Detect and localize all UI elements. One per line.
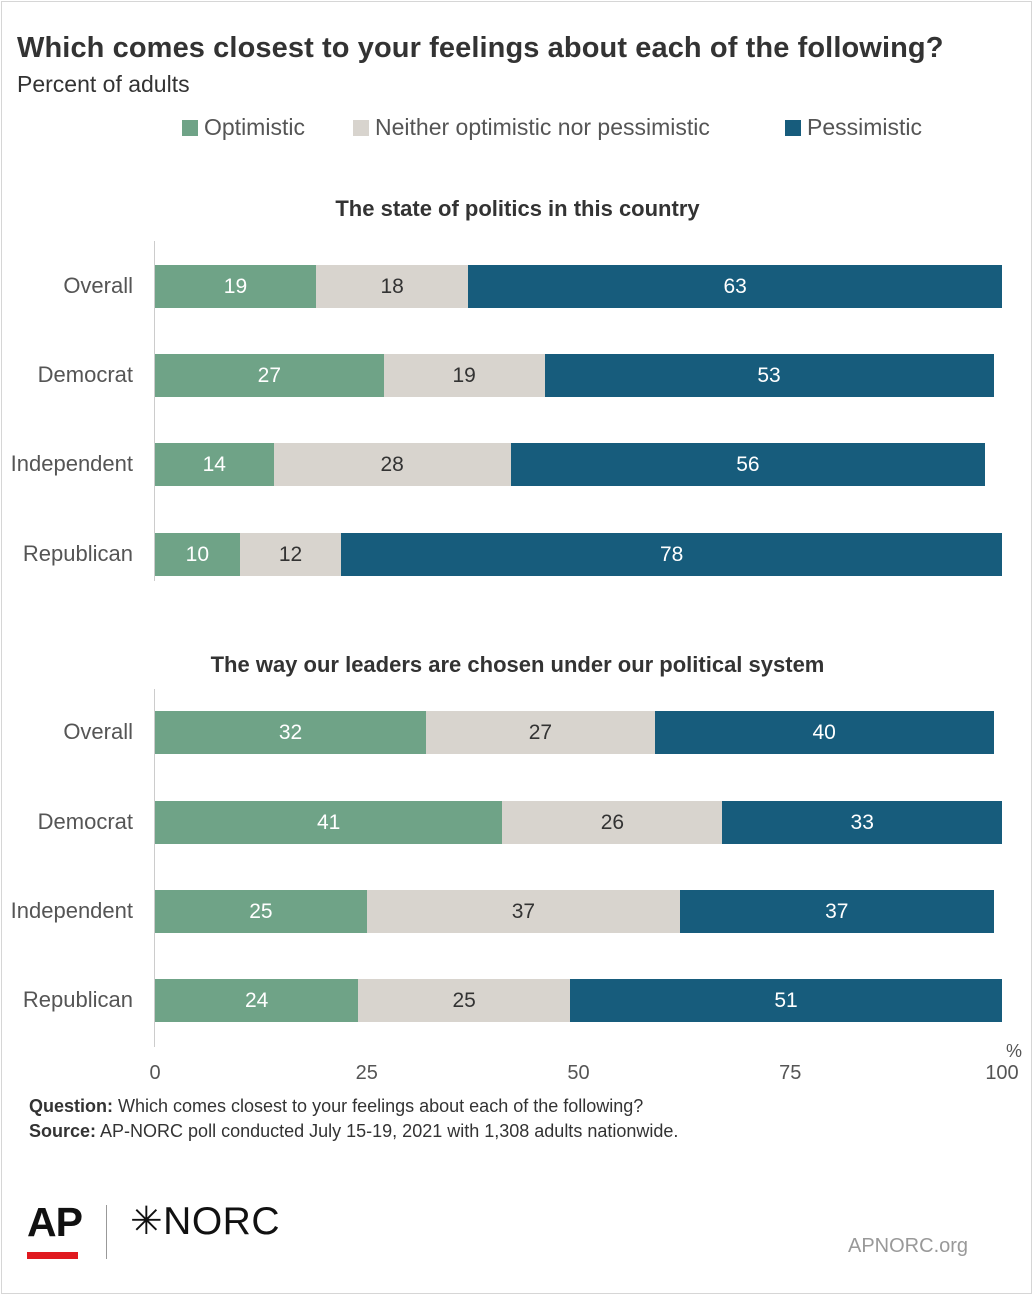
data-label: 51	[774, 988, 798, 1012]
data-label: 37	[825, 899, 849, 923]
legend-swatch-optimistic	[182, 119, 198, 136]
bar-segment-pessimistic: 51	[570, 979, 1002, 1022]
bar-segment-neither: 28	[273, 443, 511, 486]
data-label: 56	[736, 452, 760, 476]
x-tick-label: 50	[567, 1062, 590, 1084]
data-label: 19	[223, 274, 248, 298]
data-label: 40	[812, 720, 836, 744]
ap-logo-bar	[27, 1252, 78, 1259]
bar-segment-pessimistic: 33	[722, 801, 1002, 844]
bar-segment-optimistic: 24	[155, 979, 359, 1022]
row-label: Independent	[10, 451, 133, 476]
data-label: 32	[278, 720, 303, 744]
data-label: 27	[528, 720, 553, 744]
bar-segment-neither: 26	[502, 801, 723, 844]
source-note: Source: AP-NORC poll conducted July 15-1…	[29, 1121, 678, 1142]
data-label: 24	[244, 988, 269, 1012]
source-text: AP-NORC poll conducted July 15-19, 2021 …	[96, 1121, 679, 1141]
data-label: 53	[757, 363, 781, 387]
data-label: 33	[850, 810, 874, 834]
bar-segment-pessimistic: 40	[654, 711, 994, 754]
data-label: 63	[723, 274, 747, 298]
data-label: 25	[452, 988, 476, 1012]
legend-item-optimistic: Optimistic	[182, 114, 305, 141]
question-note: Question: Which comes closest to your fe…	[29, 1096, 643, 1117]
axis-baseline-panel-1	[154, 241, 155, 581]
bar-segment-pessimistic: 53	[544, 354, 994, 397]
chart-subtitle: Percent of adults	[17, 71, 190, 97]
data-label: 10	[185, 542, 210, 566]
row-label: Overall	[63, 273, 133, 298]
data-label: 27	[257, 363, 282, 387]
bar-segment-optimistic: 14	[155, 443, 274, 486]
question-label: Question:	[29, 1096, 113, 1116]
data-label: 25	[249, 899, 273, 923]
x-tick-label: 75	[779, 1062, 802, 1084]
legend-item-pessimistic: Pessimistic	[785, 114, 922, 141]
bar-segment-neither: 18	[315, 265, 469, 308]
bar-segment-pessimistic: 63	[468, 265, 1002, 308]
bar-segment-optimistic: 27	[155, 354, 384, 397]
legend-swatch-pessimistic	[785, 119, 801, 136]
axis-baseline-panel-2	[154, 689, 155, 1047]
source-label: Source:	[29, 1121, 97, 1141]
x-tick-label: 25	[355, 1062, 378, 1084]
bar-segment-pessimistic: 78	[341, 533, 1002, 576]
bar-segment-optimistic: 10	[155, 533, 240, 576]
ap-logo: AP	[27, 1199, 83, 1245]
bar-segment-optimistic: 19	[155, 265, 316, 308]
site-url: APNORC.org	[848, 1235, 969, 1257]
data-label: 18	[380, 274, 404, 298]
data-label: 14	[202, 452, 226, 476]
x-axis-unit: %	[1006, 1041, 1023, 1061]
bar-segment-neither: 37	[366, 890, 681, 933]
legend-label-optimistic: Optimistic	[204, 114, 305, 140]
legend-item-neither: Neither optimistic nor pessimistic	[353, 114, 710, 141]
data-label: 12	[278, 542, 303, 566]
row-label: Independent	[10, 898, 133, 923]
panel-title-2: The way our leaders are chosen under our…	[210, 652, 825, 677]
row-label: Overall	[63, 719, 133, 744]
bar-segment-neither: 25	[358, 979, 571, 1022]
x-tick-label: 0	[149, 1062, 161, 1084]
data-label: 26	[600, 810, 625, 834]
chart-title: Which comes closest to your feelings abo…	[17, 32, 944, 64]
legend-swatch-neither	[353, 119, 369, 136]
question-text: Which comes closest to your feelings abo…	[113, 1096, 644, 1116]
legend: Optimistic Neither optimistic nor pessim…	[0, 114, 1035, 144]
data-label: 41	[316, 810, 341, 834]
bar-segment-optimistic: 32	[155, 711, 427, 754]
bar-segment-pessimistic: 37	[680, 890, 994, 933]
data-label: 78	[659, 542, 684, 566]
row-label: Democrat	[37, 809, 133, 834]
bar-segment-neither: 27	[426, 711, 655, 754]
row-label: Democrat	[37, 362, 133, 387]
bar-segment-neither: 12	[239, 533, 342, 576]
row-label: Republican	[22, 541, 133, 566]
panel-title-1: The state of politics in this country	[335, 196, 700, 221]
legend-label-neither: Neither optimistic nor pessimistic	[375, 114, 710, 140]
bar-segment-optimistic: 25	[155, 890, 367, 933]
bar-segment-pessimistic: 56	[510, 443, 986, 486]
logo-divider	[106, 1205, 107, 1259]
bar-segment-optimistic: 41	[155, 801, 503, 844]
legend-label-pessimistic: Pessimistic	[807, 114, 923, 140]
bar-segment-neither: 19	[383, 354, 545, 397]
data-label: 19	[452, 363, 476, 387]
data-label: 37	[511, 899, 536, 923]
norc-logo: ✳NORC	[130, 1200, 281, 1243]
x-tick-label: 100	[985, 1062, 1019, 1084]
row-label: Republican	[22, 987, 133, 1012]
data-label: 28	[380, 452, 404, 476]
